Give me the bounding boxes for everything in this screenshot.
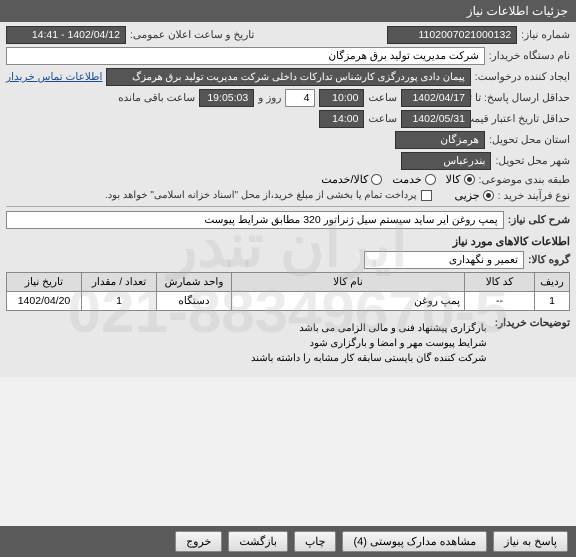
time-label-1: ساعت (368, 92, 397, 104)
public-date-label: تاریخ و ساعت اعلان عمومی: (130, 29, 254, 41)
header-bar: جزئیات اطلاعات نیاز (0, 0, 576, 22)
cell-name: پمپ روغن (232, 292, 465, 311)
cell-code: -- (465, 292, 535, 311)
cell-unit: دستگاه (157, 292, 232, 311)
category-label: طبقه بندی موضوعی: (479, 174, 570, 186)
group-field: تعمیر و نگهداری (364, 251, 524, 269)
valid-label: حداقل تاریخ اعتبار قیمت: تا تاریخ: (475, 113, 570, 125)
deadline-date: 1402/04/17 (401, 89, 471, 107)
radio-icon (425, 174, 436, 185)
attachments-button[interactable]: مشاهده مدارک پیوستی (4) (342, 531, 487, 552)
footer-toolbar: پاسخ به نیاز مشاهده مدارک پیوستی (4) چاپ… (0, 526, 576, 557)
col-idx: ردیف (535, 273, 570, 292)
group-label: گروه کالا: (528, 254, 570, 266)
radio-icon (464, 174, 475, 185)
province-field: هرمزگان (395, 131, 485, 149)
req-no-label: شماره نیاز: (521, 29, 570, 41)
col-unit: واحد شمارش (157, 273, 232, 292)
note-line: شرایط پیوست مهر و امضا و بارگزاری شود (251, 336, 487, 351)
req-no-field: 1102007021000132 (387, 26, 517, 44)
respond-button[interactable]: پاسخ به نیاز (493, 531, 568, 552)
form-content: شماره نیاز: 1102007021000132 تاریخ و ساع… (0, 22, 576, 377)
cell-qty: 1 (82, 292, 157, 311)
day-count-label: روز و (258, 92, 281, 104)
radio-icon (371, 174, 382, 185)
buyer-org-label: نام دستگاه خریدار: (489, 50, 570, 62)
treasury-checkbox[interactable] (421, 190, 432, 201)
goods-table: ردیف کد کالا نام کالا واحد شمارش تعداد /… (6, 272, 570, 311)
col-qty: تعداد / مقدار (82, 273, 157, 292)
cell-idx: 1 (535, 292, 570, 311)
buyer-notes: بارگزاری پیشنهاد فنی و مالی الزامی می با… (247, 317, 491, 370)
city-label: شهر محل تحویل: (495, 155, 570, 167)
radio-both[interactable]: کالا/خدمت (321, 173, 382, 186)
desc-label: شرح کلی نیاز: (508, 214, 570, 226)
deadline-time: 10:00 (319, 89, 364, 107)
print-button[interactable]: چاپ (294, 531, 337, 552)
requester-field: پیمان دادی پوردرگزی کارشناس تدارکات داخل… (106, 68, 470, 86)
valid-date: 1402/05/31 (401, 110, 471, 128)
deadline-label: حداقل ارسال پاسخ: تا تاریخ: (475, 92, 570, 104)
contact-link[interactable]: اطلاعات تماس خریدار (6, 71, 102, 83)
buyer-org-field: شرکت مدیریت تولید برق هرمزگان (6, 47, 485, 65)
process-note: پرداخت تمام یا بخشی از مبلغ خرید،از محل … (105, 190, 417, 201)
note-line: بارگزاری پیشنهاد فنی و مالی الزامی می با… (251, 321, 487, 336)
col-name: نام کالا (232, 273, 465, 292)
remaining-time: 19:05:03 (199, 89, 254, 107)
city-field: بندرعباس (401, 152, 491, 170)
col-code: کد کالا (465, 273, 535, 292)
desc-field: پمپ روغن ایر ساید سیستم سیل ژنراتور 320 … (6, 211, 504, 229)
notes-label: توضیحات خریدار: (495, 317, 570, 329)
goods-section-title: اطلاعات کالاهای مورد نیاز (6, 235, 570, 248)
exit-button[interactable]: خروج (175, 531, 222, 552)
radio-icon (483, 190, 494, 201)
note-line: شرکت کننده گان بایستی سابقه کار مشابه را… (251, 351, 487, 366)
radio-goods[interactable]: کالا (446, 173, 475, 186)
col-date: تاریخ نیاز (7, 273, 82, 292)
cell-date: 1402/04/20 (7, 292, 82, 311)
process-label: نوع فرآیند خرید : (498, 190, 570, 202)
province-label: استان محل تحویل: (489, 134, 570, 146)
table-row: 1 -- پمپ روغن دستگاه 1 1402/04/20 (7, 292, 570, 311)
table-header-row: ردیف کد کالا نام کالا واحد شمارش تعداد /… (7, 273, 570, 292)
public-date-field: 1402/04/12 - 14:41 (6, 26, 126, 44)
radio-service[interactable]: خدمت (392, 173, 435, 186)
back-button[interactable]: بازگشت (228, 531, 288, 552)
day-count: 4 (285, 89, 315, 107)
category-radio-group: کالا خدمت کالا/خدمت (321, 173, 474, 186)
radio-partial[interactable]: جزیی (455, 189, 494, 202)
header-title: جزئیات اطلاعات نیاز (467, 4, 568, 18)
remaining-label: ساعت باقی مانده (118, 92, 195, 104)
time-label-2: ساعت (368, 113, 397, 125)
requester-label: ایجاد کننده درخواست: (475, 71, 570, 83)
valid-time: 14:00 (319, 110, 364, 128)
